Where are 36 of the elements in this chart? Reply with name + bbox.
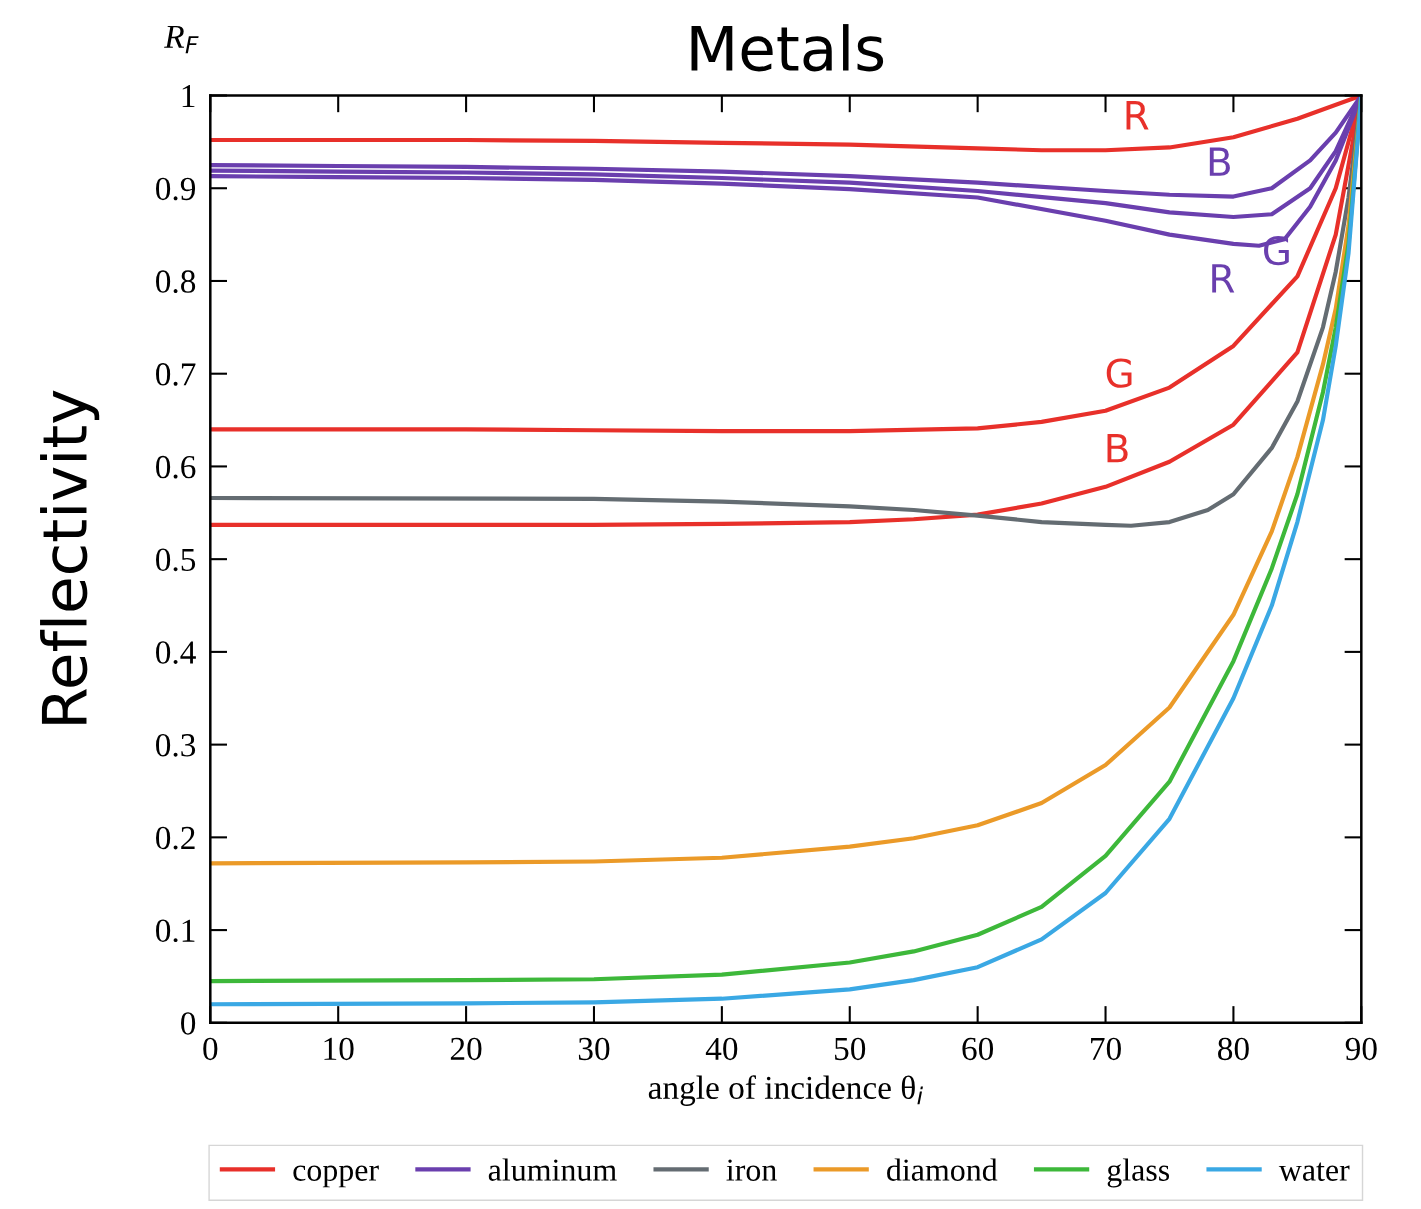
x-tick-label: 40 <box>705 1037 738 1061</box>
y-tick-label: 0.6 <box>156 455 196 479</box>
x-tick-label: 60 <box>962 1037 994 1061</box>
y-tick-label: 0.4 <box>156 641 196 664</box>
legend-label: water <box>1278 1162 1350 1181</box>
y-tick-label: 0.5 <box>156 548 196 572</box>
x-tick-label: 70 <box>1091 1037 1121 1061</box>
y-tick-label: 0.9 <box>156 177 196 201</box>
x-tick-label: 20 <box>450 1037 482 1061</box>
x-tick-label: 0 <box>203 1037 218 1061</box>
y-tick-label: 0.3 <box>156 734 196 757</box>
y-tick-label: 0.1 <box>156 919 195 943</box>
y-tick-label: 1 <box>182 85 195 108</box>
text: R$_{F}$ <box>164 25 199 54</box>
legend-label: aluminum <box>488 1158 617 1181</box>
annotation: R <box>1212 264 1235 293</box>
x-tick-label: 80 <box>1218 1037 1249 1061</box>
y-tick-label: 0.7 <box>156 363 196 386</box>
legend-label: glass <box>1107 1158 1170 1188</box>
y-tick-label: 0 <box>181 1012 196 1035</box>
x-tick-label: 50 <box>835 1037 866 1061</box>
chart-title: Metals <box>691 24 884 72</box>
y-tick-label: 0.2 <box>156 826 195 850</box>
annotation: B <box>1209 147 1230 176</box>
legend-label: copper <box>293 1165 379 1188</box>
annotation: G <box>1106 358 1132 388</box>
x-tick-label: 90 <box>1345 1037 1377 1061</box>
annotation: R <box>1126 101 1149 130</box>
x-tick-label: 10 <box>324 1037 354 1061</box>
annotation: B <box>1107 434 1128 463</box>
y-axis-title: Reflectivity <box>40 390 100 724</box>
legend-label: diamond <box>887 1158 998 1181</box>
x-tick-label: 30 <box>578 1037 610 1061</box>
x-axis-title: angle of incidence θ$_{i}$ <box>648 1075 923 1106</box>
legend-label: iron <box>726 1159 777 1181</box>
y-tick-label: 0.8 <box>156 270 196 294</box>
